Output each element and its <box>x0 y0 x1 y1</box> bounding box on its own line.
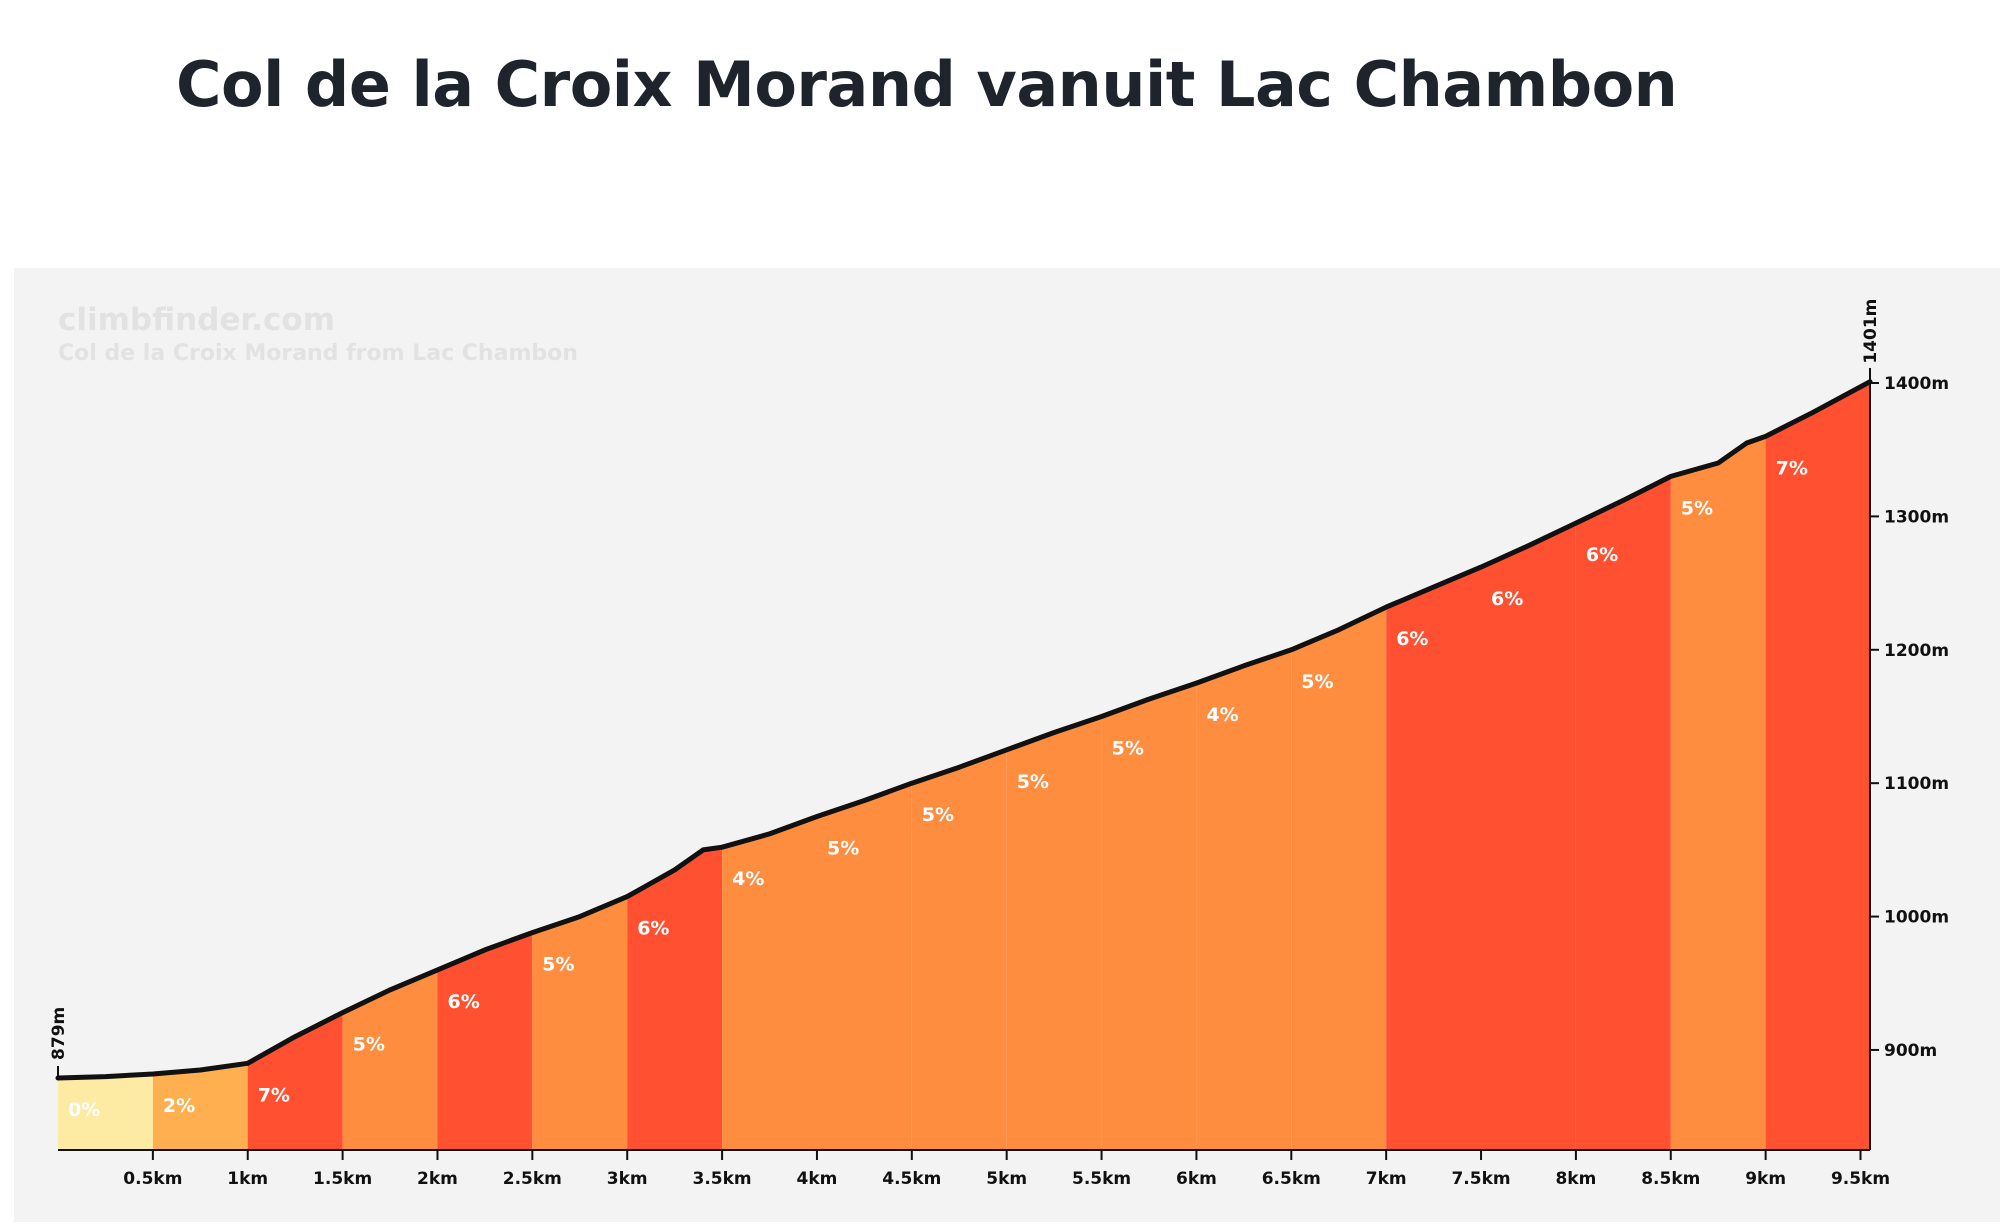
gradient-label-17: 5% <box>1681 497 1713 519</box>
x-tick-label-1: 1km <box>227 1169 268 1189</box>
x-tick-label-5: 3km <box>607 1169 648 1189</box>
gradient-segment-4 <box>437 932 533 1150</box>
gradient-segments <box>58 381 1870 1150</box>
y-axis-ticks: 900m 1000m 1100m 1200m 1300m 1400m <box>1870 374 1949 1061</box>
x-tick-label-16: 8.5km <box>1641 1169 1700 1189</box>
gradient-segment-18 <box>1765 381 1870 1150</box>
x-tick-label-6: 3.5km <box>693 1169 752 1189</box>
gradient-label-10: 5% <box>1017 771 1049 793</box>
x-tick-label-4: 2.5km <box>503 1169 562 1189</box>
gradient-label-2: 7% <box>258 1084 290 1106</box>
elevation-profile-chart: climbfinder.com Col de la Croix Morand f… <box>49 299 1949 1189</box>
gradient-label-1: 2% <box>163 1095 195 1117</box>
x-tick-label-14: 7.5km <box>1451 1169 1510 1189</box>
x-tick-label-7: 4km <box>797 1169 838 1189</box>
x-tick-label-0: 0.5km <box>123 1169 182 1189</box>
end-markers: 879m 1401m <box>49 299 1881 1078</box>
gradient-label-15: 6% <box>1491 588 1523 610</box>
gradient-label-4: 6% <box>448 991 480 1013</box>
x-tick-label-12: 6.5km <box>1262 1169 1321 1189</box>
gradient-label-11: 5% <box>1112 738 1144 760</box>
gradient-segment-11 <box>1101 683 1197 1150</box>
elevation-profile-line <box>55 379 1873 1081</box>
watermark-site: climbfinder.com <box>58 302 335 338</box>
start-elevation-label: 879m <box>49 1007 69 1060</box>
gradient-label-16: 6% <box>1586 544 1618 566</box>
x-tick-label-8: 4.5km <box>882 1169 941 1189</box>
x-tick-label-10: 5.5km <box>1072 1169 1131 1189</box>
gradient-label-12: 4% <box>1206 704 1238 726</box>
x-tick-label-11: 6km <box>1176 1169 1217 1189</box>
elevation-chart-panel: climbfinder.com Col de la Croix Morand f… <box>14 268 2000 1222</box>
profile-line-group <box>55 379 1873 1081</box>
y-tick-label-0: 900m <box>1884 1041 1937 1061</box>
end-elevation-label: 1401m <box>1861 299 1881 364</box>
gradient-segment-13 <box>1291 607 1387 1150</box>
gradient-segment-5 <box>532 896 628 1150</box>
gradient-segment-14 <box>1386 567 1481 1150</box>
gradient-label-14: 6% <box>1396 628 1428 650</box>
gradient-segment-6 <box>627 847 723 1150</box>
gradient-label-7: 4% <box>732 868 764 890</box>
y-tick-label-4: 1300m <box>1884 507 1949 527</box>
x-tick-label-18: 9.5km <box>1831 1169 1890 1189</box>
x-axis-ticks: 0.5km 1km 1.5km 2km 2.5km 3km 3.5km 4km 4.5km 5km… <box>123 1150 1890 1189</box>
gradient-label-3: 5% <box>353 1034 385 1056</box>
gradient-label-18: 7% <box>1776 457 1808 479</box>
gradient-segment-7 <box>722 816 817 1150</box>
page-title: Col de la Croix Morand vanuit Lac Chambo… <box>176 48 1678 121</box>
gradient-segment-3 <box>342 969 438 1150</box>
gradient-label-13: 5% <box>1301 671 1333 693</box>
x-tick-label-3: 2km <box>417 1169 458 1189</box>
gradient-segment-15 <box>1481 523 1576 1150</box>
gradient-segment-17 <box>1670 436 1766 1150</box>
axes <box>58 368 1871 1151</box>
gradient-segment-2 <box>247 1012 343 1150</box>
gradient-labels: 0% 2% 7% 5% 6% 5% 6% 4% 5% 5% 5% 5% 4% 5% 6% 6% 6% 5% 7% <box>68 457 1808 1121</box>
y-tick-label-3: 1200m <box>1884 641 1949 661</box>
x-tick-label-13: 7km <box>1366 1169 1407 1189</box>
gradient-segment-8 <box>817 783 912 1150</box>
gradient-label-0: 0% <box>68 1099 100 1121</box>
x-tick-label-9: 5km <box>986 1169 1027 1189</box>
gradient-segment-12 <box>1196 649 1292 1150</box>
x-tick-label-17: 9km <box>1745 1169 1786 1189</box>
watermark-subtitle: Col de la Croix Morand from Lac Chambon <box>58 341 578 366</box>
gradient-label-5: 5% <box>542 954 574 976</box>
gradient-label-6: 6% <box>637 918 669 940</box>
gradient-segment-16 <box>1575 476 1671 1150</box>
gradient-segment-1 <box>152 1063 248 1150</box>
x-tick-label-15: 8km <box>1555 1169 1596 1189</box>
y-tick-label-2: 1100m <box>1884 774 1949 794</box>
gradient-label-8: 5% <box>827 838 859 860</box>
y-tick-label-5: 1400m <box>1884 374 1949 394</box>
gradient-label-9: 5% <box>922 804 954 826</box>
gradient-segment-10 <box>1006 716 1102 1150</box>
x-tick-label-2: 1.5km <box>313 1169 372 1189</box>
gradient-segment-9 <box>911 749 1007 1150</box>
y-tick-label-1: 1000m <box>1884 908 1949 928</box>
gradient-segment-0 <box>58 1074 153 1150</box>
